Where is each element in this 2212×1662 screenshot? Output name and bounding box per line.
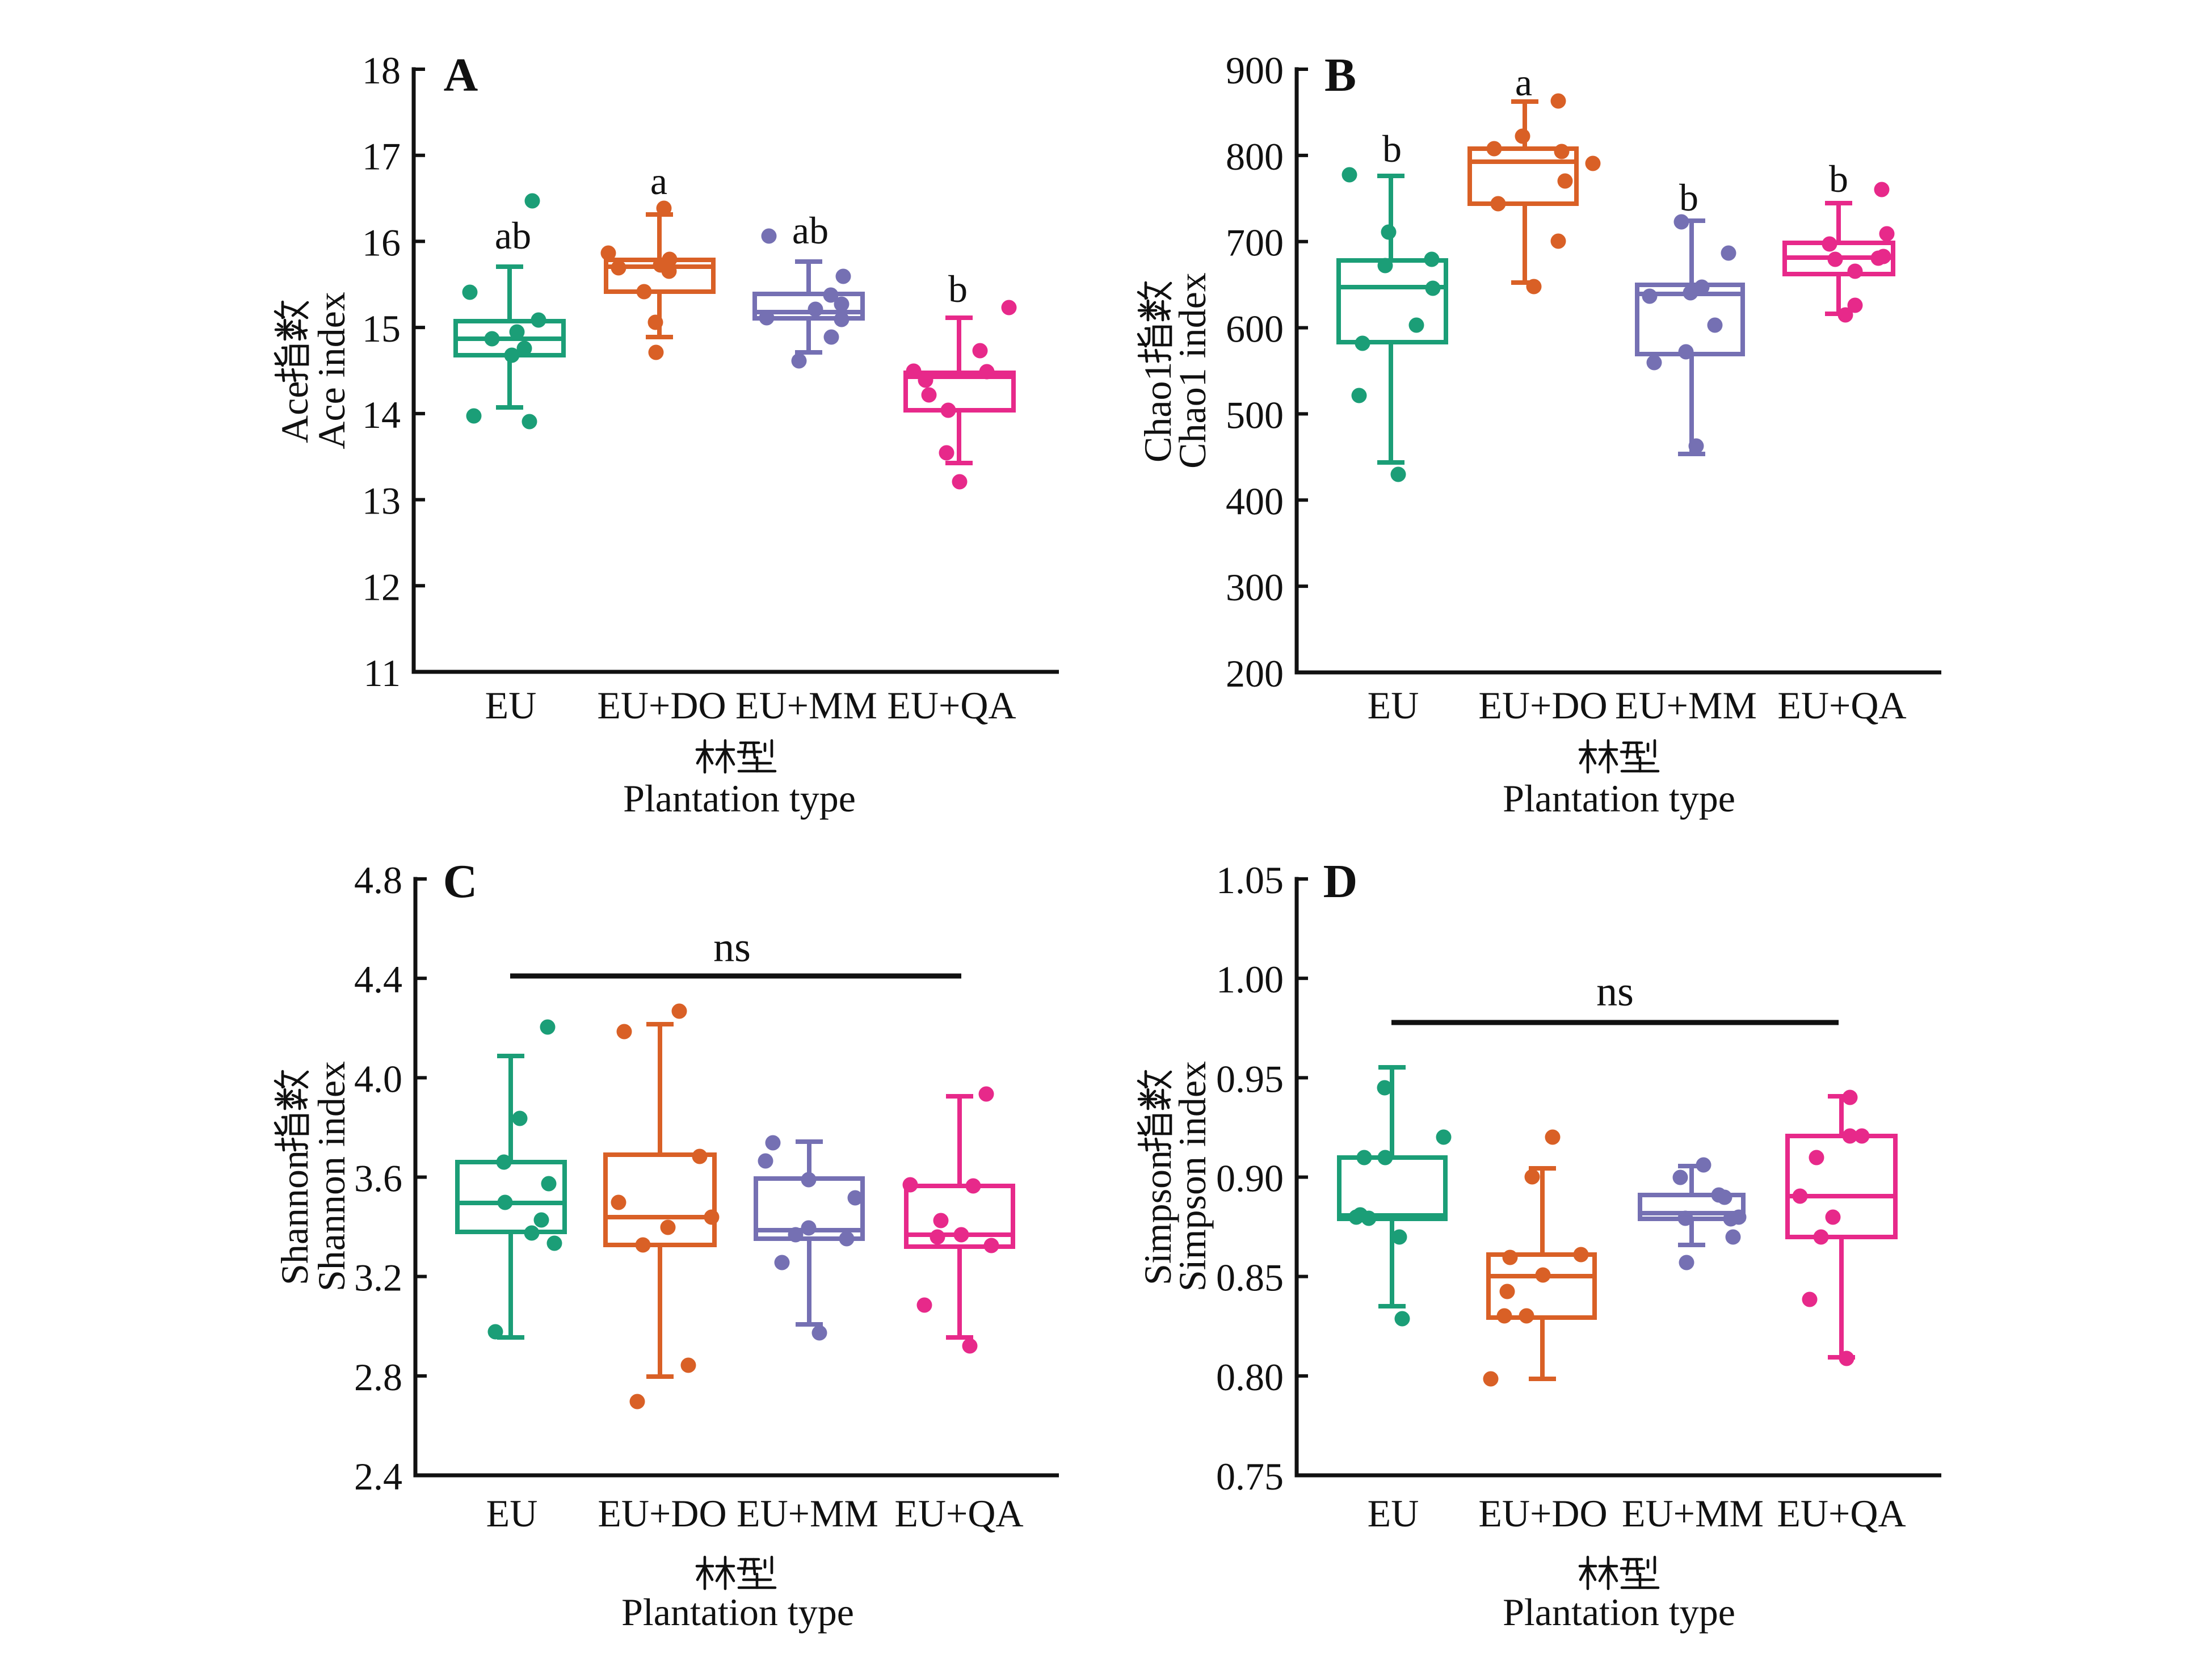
svg-text:b: b <box>1829 157 1848 200</box>
svg-text:EU+DO: EU+DO <box>1478 684 1607 727</box>
svg-text:400: 400 <box>1226 479 1284 523</box>
svg-text:a: a <box>1515 61 1532 104</box>
svg-text:13: 13 <box>362 479 401 523</box>
svg-text:12: 12 <box>362 565 401 608</box>
svg-text:ab: ab <box>792 209 829 252</box>
svg-text:700: 700 <box>1226 221 1284 264</box>
svg-text:Simpson: Simpson <box>1136 1150 1179 1285</box>
svg-text:3.6: 3.6 <box>354 1157 402 1200</box>
svg-text:Plantation type: Plantation type <box>623 777 856 820</box>
svg-text:4.4: 4.4 <box>354 958 402 1001</box>
svg-text:15: 15 <box>362 307 401 350</box>
svg-text:A: A <box>444 49 478 102</box>
svg-text:800: 800 <box>1226 135 1284 178</box>
svg-text:ns: ns <box>713 924 751 971</box>
svg-text:16: 16 <box>362 221 401 264</box>
svg-text:11: 11 <box>364 651 401 695</box>
svg-text:18: 18 <box>362 49 401 92</box>
svg-text:EU+MM: EU+MM <box>1622 1492 1764 1535</box>
svg-text:EU+QA: EU+QA <box>1777 1492 1906 1535</box>
svg-text:Chao1 index: Chao1 index <box>1171 272 1214 469</box>
svg-text:b: b <box>1382 127 1402 170</box>
svg-text:EU: EU <box>485 684 537 727</box>
svg-text:b: b <box>1679 176 1698 219</box>
svg-text:4.0: 4.0 <box>354 1057 402 1100</box>
svg-text:1.05: 1.05 <box>1216 859 1284 902</box>
svg-text:4.8: 4.8 <box>354 859 402 902</box>
svg-text:EU: EU <box>1368 1492 1419 1535</box>
svg-text:600: 600 <box>1226 308 1284 351</box>
svg-text:0.80: 0.80 <box>1216 1356 1284 1399</box>
svg-text:200: 200 <box>1226 652 1284 695</box>
svg-text:Plantation type: Plantation type <box>1503 777 1735 820</box>
svg-text:EU+MM: EU+MM <box>737 1492 878 1535</box>
svg-text:Simpson index: Simpson index <box>1171 1061 1214 1291</box>
svg-text:Shannon: Shannon <box>273 1150 316 1285</box>
svg-text:EU+QA: EU+QA <box>887 684 1016 727</box>
svg-text:EU+DO: EU+DO <box>597 684 726 727</box>
svg-text:a: a <box>650 159 667 203</box>
svg-text:EU+QA: EU+QA <box>1777 684 1906 727</box>
svg-text:EU+DO: EU+DO <box>1478 1492 1607 1535</box>
svg-text:C: C <box>443 855 478 908</box>
svg-text:EU: EU <box>486 1492 538 1535</box>
svg-text:0.85: 0.85 <box>1216 1256 1284 1299</box>
svg-text:2.8: 2.8 <box>354 1356 402 1399</box>
svg-text:Plantation type: Plantation type <box>621 1591 854 1634</box>
svg-text:Ace: Ace <box>273 381 316 443</box>
svg-text:2.4: 2.4 <box>354 1455 402 1498</box>
svg-text:D: D <box>1323 855 1358 908</box>
svg-text:ab: ab <box>495 214 531 257</box>
svg-text:1.00: 1.00 <box>1216 958 1284 1001</box>
svg-text:Ace index: Ace index <box>310 292 353 449</box>
svg-text:500: 500 <box>1226 393 1284 436</box>
svg-text:17: 17 <box>362 135 401 178</box>
svg-text:ns: ns <box>1596 969 1634 1015</box>
svg-text:EU+DO: EU+DO <box>598 1492 726 1535</box>
svg-text:B: B <box>1324 49 1356 102</box>
svg-text:14: 14 <box>362 393 401 436</box>
svg-text:0.95: 0.95 <box>1216 1057 1284 1100</box>
svg-text:Plantation type: Plantation type <box>1503 1591 1735 1634</box>
svg-text:0.75: 0.75 <box>1216 1455 1284 1498</box>
svg-text:300: 300 <box>1226 566 1284 609</box>
svg-text:3.2: 3.2 <box>354 1256 402 1299</box>
svg-text:EU: EU <box>1368 684 1419 727</box>
svg-text:Shannon index: Shannon index <box>310 1061 353 1291</box>
svg-text:900: 900 <box>1226 49 1284 92</box>
svg-text:EU+MM: EU+MM <box>1615 684 1757 727</box>
svg-text:b: b <box>948 267 968 310</box>
svg-text:EU+MM: EU+MM <box>735 684 877 727</box>
svg-text:0.90: 0.90 <box>1216 1157 1284 1200</box>
svg-text:Chao1: Chao1 <box>1136 361 1179 462</box>
svg-text:EU+QA: EU+QA <box>894 1492 1023 1535</box>
